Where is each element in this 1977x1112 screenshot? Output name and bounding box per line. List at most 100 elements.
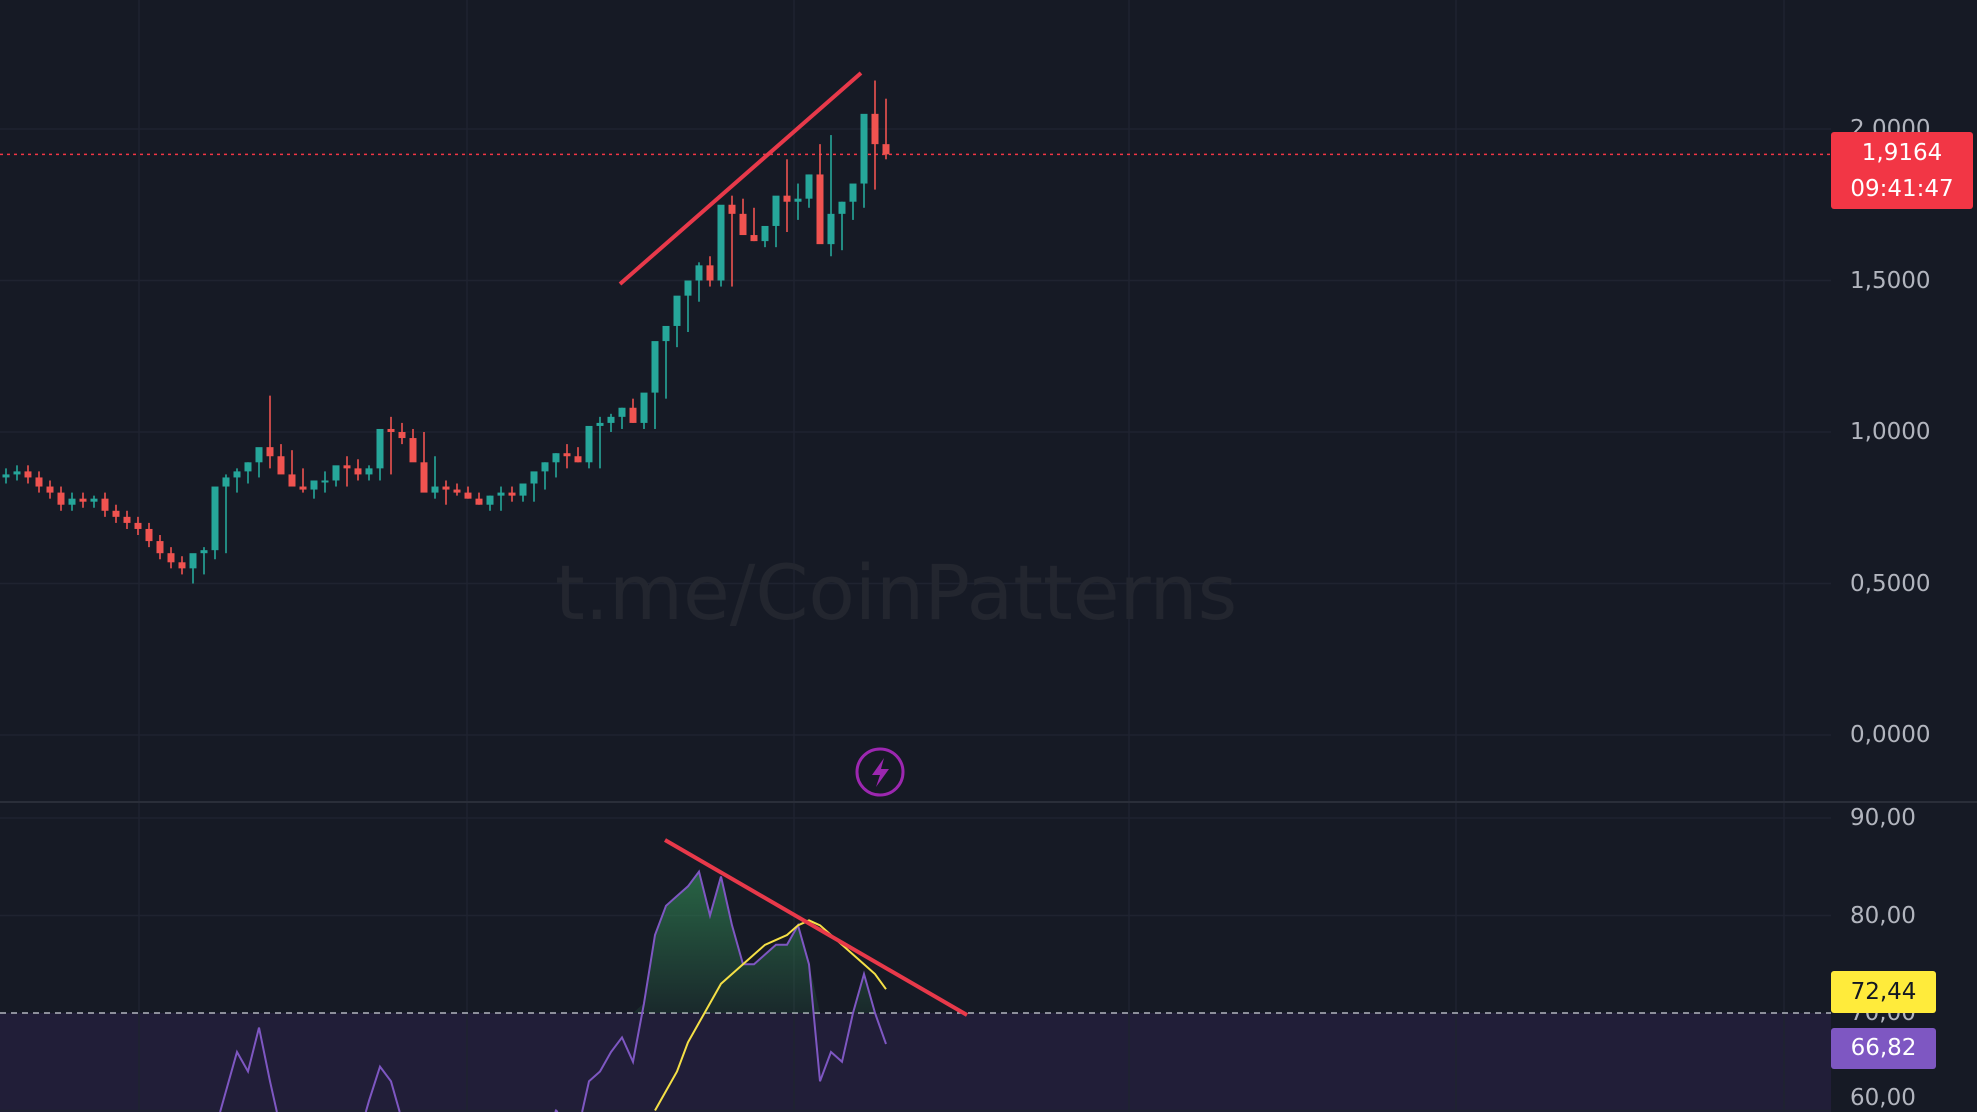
candle	[838, 201, 846, 251]
candle	[222, 474, 230, 554]
candle-body	[739, 213, 747, 236]
rsi-trendline	[663, 838, 969, 1017]
candle-body	[134, 522, 142, 529]
rsi-ma-line	[654, 919, 887, 1111]
candle-body	[728, 204, 736, 214]
candle-body	[321, 480, 329, 483]
candle	[244, 462, 252, 484]
candle	[871, 80, 879, 190]
candle	[585, 425, 593, 469]
candle-body	[35, 477, 43, 487]
candle	[827, 135, 835, 257]
lightning-icon[interactable]	[855, 747, 905, 797]
lightning-icon-circle	[855, 747, 905, 797]
candle-body	[233, 471, 241, 478]
candle	[277, 444, 285, 475]
candle-body	[607, 416, 615, 423]
candle	[288, 450, 296, 487]
candle	[574, 447, 582, 463]
candle	[706, 256, 714, 287]
candle-body	[541, 462, 549, 472]
candle	[761, 225, 769, 248]
candle-body	[255, 447, 263, 463]
candle-body	[640, 392, 648, 423]
candle	[530, 471, 538, 502]
candle	[310, 480, 318, 499]
candle-body	[376, 428, 384, 469]
candle-body	[200, 550, 208, 554]
candle	[464, 486, 472, 499]
candle-body	[464, 492, 472, 499]
rsi-ma-badge: 72,44	[1831, 971, 1936, 1013]
candle-body	[354, 468, 362, 475]
candle-body	[772, 195, 780, 226]
candle-body	[266, 447, 274, 457]
candle	[354, 459, 362, 481]
rsi-line	[219, 1027, 278, 1112]
candle-body	[332, 465, 340, 481]
candle	[552, 453, 560, 478]
candle	[134, 516, 142, 536]
candle	[387, 416, 395, 475]
candle	[189, 553, 197, 584]
candle-body	[189, 553, 197, 569]
price-tick-label: 1,5000	[1850, 267, 1931, 294]
candle-body	[288, 474, 296, 487]
candle-body	[662, 325, 670, 342]
candle	[46, 480, 54, 499]
candle	[101, 492, 109, 517]
candle	[596, 416, 604, 469]
candle-body	[299, 486, 307, 490]
candle	[541, 462, 549, 490]
candle-body	[563, 453, 571, 457]
candle	[453, 483, 461, 496]
candle-body	[123, 516, 131, 523]
candle	[398, 422, 406, 445]
candle	[717, 204, 725, 287]
candle	[849, 183, 857, 220]
candle-body	[552, 453, 560, 463]
candle-body	[519, 483, 527, 496]
candle	[211, 486, 219, 560]
candle	[431, 456, 439, 499]
candle	[508, 486, 516, 502]
candle-body	[684, 280, 692, 296]
candle	[519, 483, 527, 502]
price-tick-label: 1,0000	[1850, 419, 1931, 445]
candle-body	[178, 562, 186, 569]
candle-body	[409, 438, 417, 463]
candle	[497, 486, 505, 511]
candle-body	[761, 225, 769, 242]
candle	[728, 195, 736, 287]
candle-body	[156, 541, 164, 554]
candle-body	[13, 471, 21, 475]
candle	[607, 413, 615, 432]
candle	[783, 159, 791, 233]
candle	[475, 492, 483, 505]
candle-body	[145, 528, 153, 542]
candle	[68, 492, 76, 511]
candle	[24, 465, 32, 484]
rsi-band	[0, 1013, 1831, 1112]
candle-body	[860, 113, 868, 184]
candle-body	[497, 492, 505, 496]
candle-body	[486, 495, 494, 505]
candle	[35, 471, 43, 493]
candle-body	[79, 498, 87, 502]
last-price-badge: 1,9164 09:41:47	[1831, 132, 1973, 209]
candle	[178, 556, 186, 575]
candle-body	[695, 265, 703, 281]
candle-body	[794, 198, 802, 202]
candle	[145, 522, 153, 548]
candle	[321, 471, 329, 493]
candle	[365, 465, 373, 481]
candle	[629, 398, 637, 423]
bar-countdown: 09:41:47	[1850, 176, 1954, 202]
price-tick-label: 0,0000	[1850, 722, 1931, 748]
candle-body	[112, 510, 120, 517]
candle	[882, 98, 890, 160]
candle-body	[398, 432, 406, 439]
candle-body	[783, 195, 791, 202]
rsi-tick-label: 60,00	[1850, 1085, 1916, 1111]
